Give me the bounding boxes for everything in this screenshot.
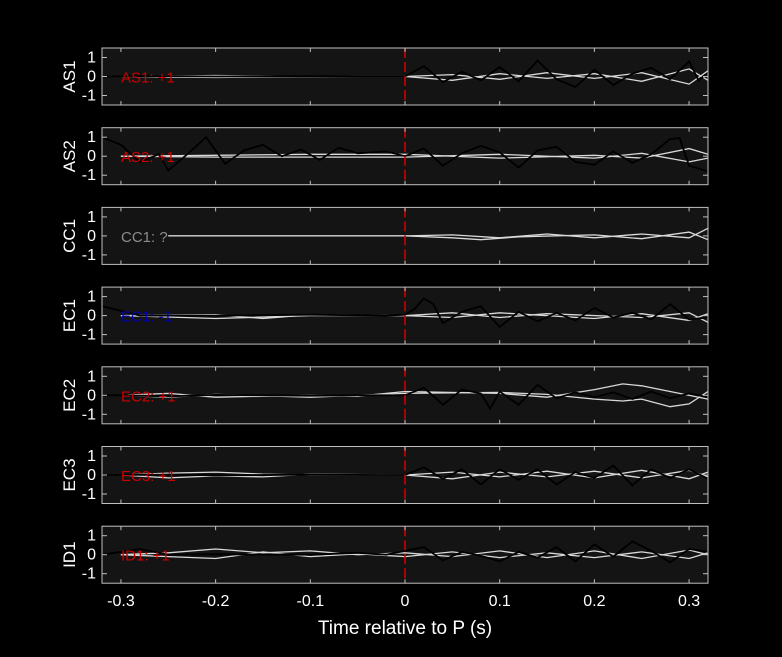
station-label: EC3 <box>60 458 79 491</box>
y-tick-label: -1 <box>82 406 96 423</box>
x-axis-label: Time relative to P (s) <box>318 618 492 639</box>
x-tick-label: 0 <box>401 593 410 610</box>
y-tick-label: -1 <box>82 327 96 344</box>
y-tick-label: 0 <box>87 467 96 484</box>
y-tick-label: 0 <box>87 547 96 564</box>
y-tick-label: -1 <box>82 566 96 583</box>
x-axis: -0.3 -0.2 -0.1 0 0.1 0.2 0.3 <box>107 593 700 610</box>
y-tick-label: 0 <box>87 308 96 325</box>
overlay-trace-2 <box>120 152 709 163</box>
main-trace <box>102 383 709 411</box>
y-tick-label: 1 <box>87 368 96 385</box>
y-tick-label: 0 <box>87 69 96 86</box>
y-tick-label: 0 <box>87 228 96 245</box>
station-label: AS2 <box>60 140 79 172</box>
main-trace <box>101 297 709 329</box>
y-tick-label: 1 <box>87 50 96 67</box>
y-tick-label: -1 <box>82 247 96 264</box>
overlay-trace-2 <box>120 551 709 560</box>
x-tick-label: -0.1 <box>297 593 325 610</box>
polarity-label: AS2: +1 <box>121 149 175 166</box>
polarity-label: EC1: -1 <box>121 309 172 326</box>
station-label: EC1 <box>60 299 79 332</box>
y-tick-label: -1 <box>82 486 96 503</box>
overlay-trace-1 <box>120 383 709 400</box>
x-tick-label: 0.2 <box>583 593 605 610</box>
main-trace <box>101 464 709 487</box>
x-tick-label: 0.3 <box>678 593 700 610</box>
polarity-label: EC2: +1 <box>121 388 176 405</box>
y-tick-label: 1 <box>87 209 96 226</box>
y-tick-label: 1 <box>87 289 96 306</box>
y-tick-label: 0 <box>87 387 96 404</box>
y-tick-label: 0 <box>87 148 96 165</box>
y-tick-label: 1 <box>87 129 96 146</box>
station-label: ID1 <box>60 541 79 567</box>
y-tick-label: -1 <box>82 167 96 184</box>
polarity-label: AS1: +1 <box>121 70 175 87</box>
polarity-label: CC1: ? <box>121 229 168 246</box>
station-label: EC2 <box>60 379 79 412</box>
main-trace <box>101 59 709 89</box>
main-trace <box>101 135 709 173</box>
x-tick-label: -0.3 <box>107 593 135 610</box>
y-tick-label: 1 <box>87 528 96 545</box>
overlay-trace-2 <box>168 231 709 241</box>
station-label: AS1 <box>60 60 79 92</box>
y-tick-label: 1 <box>87 448 96 465</box>
polarity-label: EC3: +1 <box>121 468 176 485</box>
x-tick-label: -0.2 <box>202 593 230 610</box>
polarity-label: ID1: +1 <box>121 548 170 565</box>
x-tick-label: 0.1 <box>489 593 511 610</box>
y-tick-label: -1 <box>82 88 96 105</box>
overlay-trace-1 <box>120 147 709 159</box>
main-trace <box>101 540 709 564</box>
overlay-trace-2 <box>120 312 709 323</box>
station-label: CC1 <box>60 219 79 253</box>
